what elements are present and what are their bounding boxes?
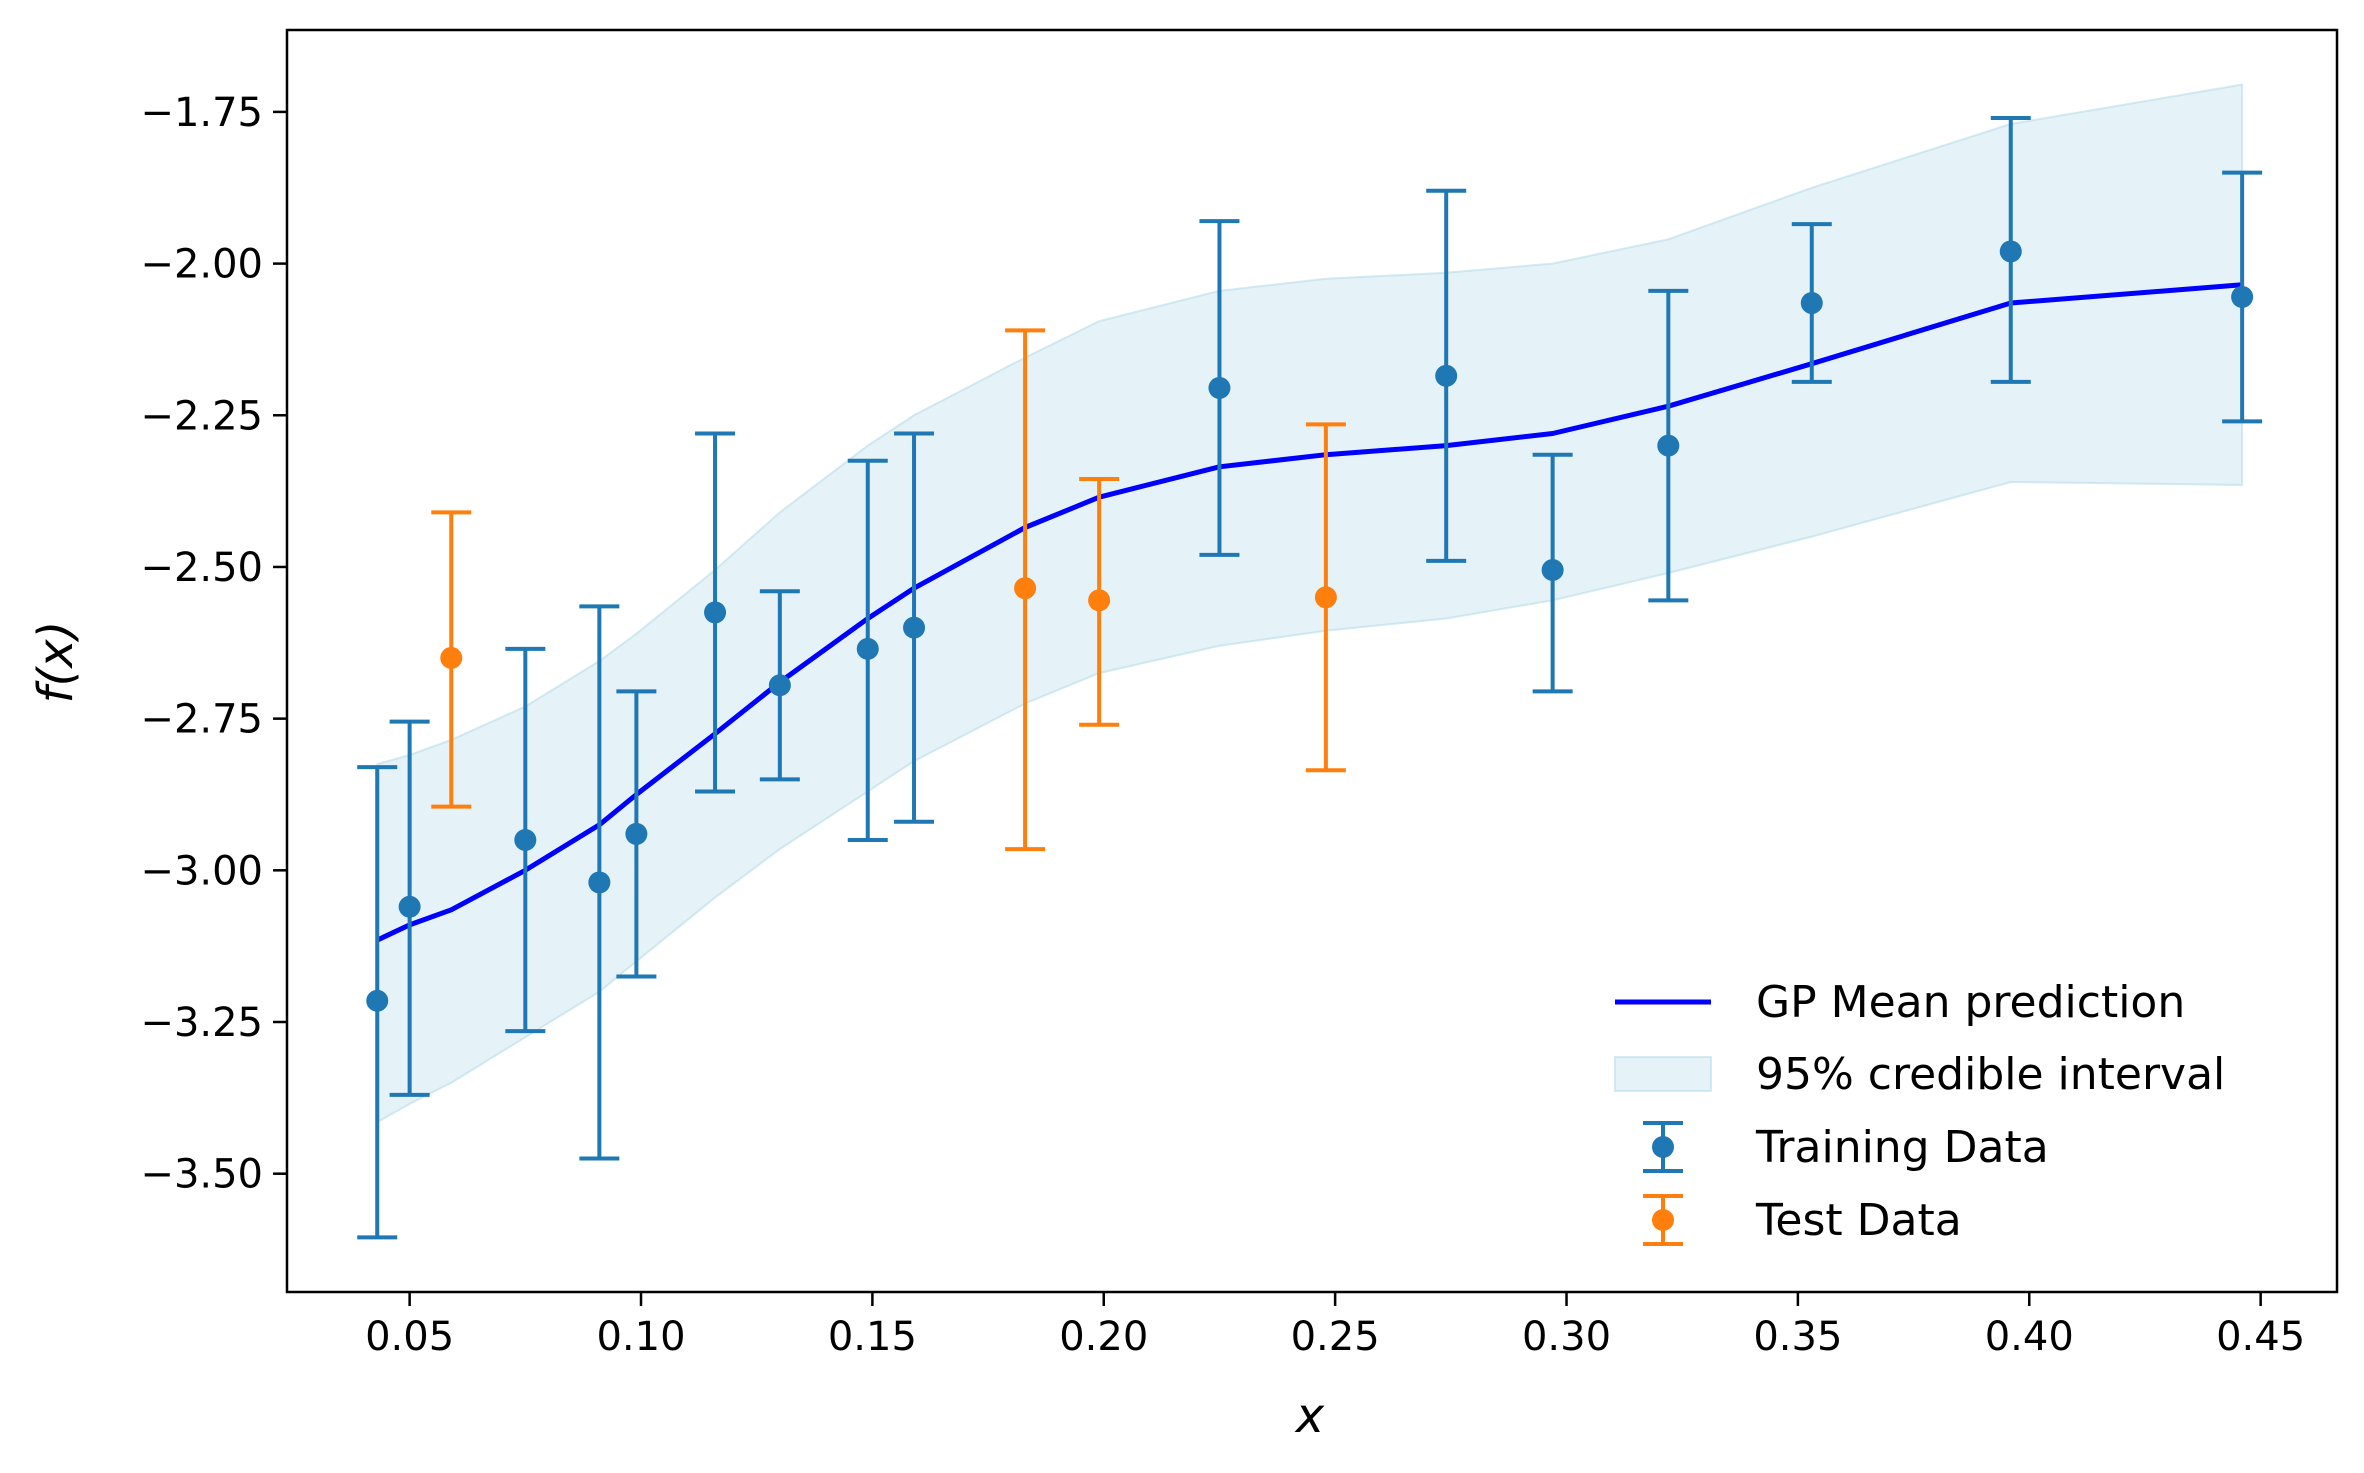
y-tick-label: −3.00 (140, 848, 263, 894)
data-point (1648, 288, 1689, 603)
series-training-data (357, 115, 2263, 1240)
marker (1014, 577, 1037, 600)
marker (1314, 586, 1337, 609)
legend-label: Training Data (1755, 1122, 2049, 1173)
legend-label: Test Data (1755, 1195, 1962, 1246)
x-tick-label: 0.20 (1059, 1314, 1148, 1360)
legend-entry: 95% credible interval (1614, 1049, 2225, 1100)
data-point (695, 431, 736, 794)
data-point (616, 689, 657, 979)
marker (398, 895, 421, 918)
marker (1088, 589, 1111, 612)
y-axis: −1.75 −2.00 −2.25 −2.50 −2.75 −3.00 −3.25 −3.50 (140, 90, 287, 1198)
data-point (1079, 476, 1120, 727)
data-point (505, 646, 546, 1034)
marker (440, 646, 463, 669)
y-tick-label: −2.50 (140, 545, 263, 591)
x-tick-label: 0.10 (596, 1314, 685, 1360)
data-point (1990, 115, 2031, 384)
marker (588, 871, 611, 894)
legend-label: 95% credible interval (1756, 1049, 2225, 1100)
data-point (431, 510, 472, 809)
data-point (894, 431, 935, 824)
marker (704, 601, 727, 624)
marker (1208, 376, 1231, 399)
x-tick-label: 0.40 (1985, 1314, 2074, 1360)
y-tick-label: −2.75 (140, 697, 263, 743)
legend-entry: Training Data (1643, 1121, 2049, 1173)
y-tick-label: −2.00 (140, 242, 263, 288)
legend-marker (1652, 1136, 1674, 1158)
x-tick-label: 0.25 (1291, 1314, 1380, 1360)
gp-mean-line (376, 282, 2243, 943)
x-tick-label: 0.35 (1753, 1314, 1842, 1360)
legend-entry: GP Mean prediction (1615, 977, 2185, 1028)
data-point (1426, 188, 1467, 563)
x-tick-label: 0.30 (1522, 1314, 1611, 1360)
legend: GP Mean prediction 95% credible interval T… (1614, 977, 2225, 1246)
y-tick-label: −1.75 (140, 90, 263, 136)
marker (768, 674, 791, 697)
legend-marker (1652, 1209, 1674, 1231)
plot-area (285, 28, 2339, 1294)
axes-frame (285, 28, 2339, 1294)
marker (366, 989, 389, 1012)
y-tick-label: −3.50 (140, 1152, 263, 1198)
marker (1999, 240, 2022, 263)
x-axis: 0.05 0.10 0.15 0.20 0.25 0.30 0.35 0.40 0.45 (365, 1292, 2305, 1360)
y-tick-label: −2.25 (140, 393, 263, 439)
credible-interval-band (376, 83, 2244, 1124)
data-point (847, 458, 888, 842)
data-point (1791, 222, 1832, 384)
data-point (1005, 328, 1046, 852)
marker (856, 637, 879, 660)
y-tick-label: −3.25 (140, 1000, 263, 1046)
marker (1435, 364, 1458, 387)
x-tick-label: 0.15 (828, 1314, 917, 1360)
data-point (1305, 422, 1346, 773)
marker (625, 822, 648, 845)
marker (2231, 285, 2254, 308)
data-point (389, 719, 430, 1097)
data-point (759, 589, 800, 782)
data-point (2222, 170, 2263, 424)
legend-label: GP Mean prediction (1756, 977, 2185, 1028)
marker (903, 616, 926, 639)
x-tick-label: 0.05 (365, 1314, 454, 1360)
x-axis-label: x (1294, 1388, 1325, 1444)
legend-entry: Test Data (1643, 1194, 1962, 1246)
x-tick-label: 0.45 (2216, 1314, 2305, 1360)
y-axis-label: f(x) (28, 621, 84, 704)
data-point (1532, 452, 1573, 694)
marker (1800, 292, 1823, 315)
marker (1541, 558, 1564, 581)
data-point (579, 604, 620, 1161)
marker (1657, 434, 1680, 457)
series-test-data (431, 328, 1346, 852)
legend-band-swatch (1614, 1056, 1712, 1092)
marker (514, 828, 537, 851)
data-point (357, 765, 398, 1240)
data-point (1199, 219, 1240, 557)
